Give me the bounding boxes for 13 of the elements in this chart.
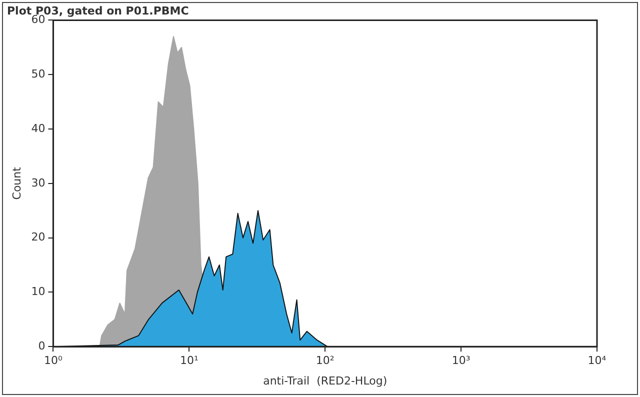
x-tick-label: 10⁰	[44, 354, 63, 368]
y-tick-label: 20	[31, 230, 46, 244]
y-tick-label: 40	[31, 122, 46, 135]
x-axis-title: anti-Trail (RED2-HLog)	[263, 374, 388, 388]
x-tick-label: 10¹	[180, 354, 198, 368]
y-tick-label: 10	[31, 285, 46, 298]
y-axis-title: Count	[10, 166, 24, 200]
x-tick-label: 10⁴	[588, 354, 607, 368]
y-tick-label: 30	[31, 176, 46, 190]
x-tick-label: 10²	[316, 354, 334, 368]
y-tick-label: 50	[31, 67, 46, 80]
x-tick-label: 10³	[452, 354, 470, 368]
y-tick-label: 0	[38, 339, 46, 352]
